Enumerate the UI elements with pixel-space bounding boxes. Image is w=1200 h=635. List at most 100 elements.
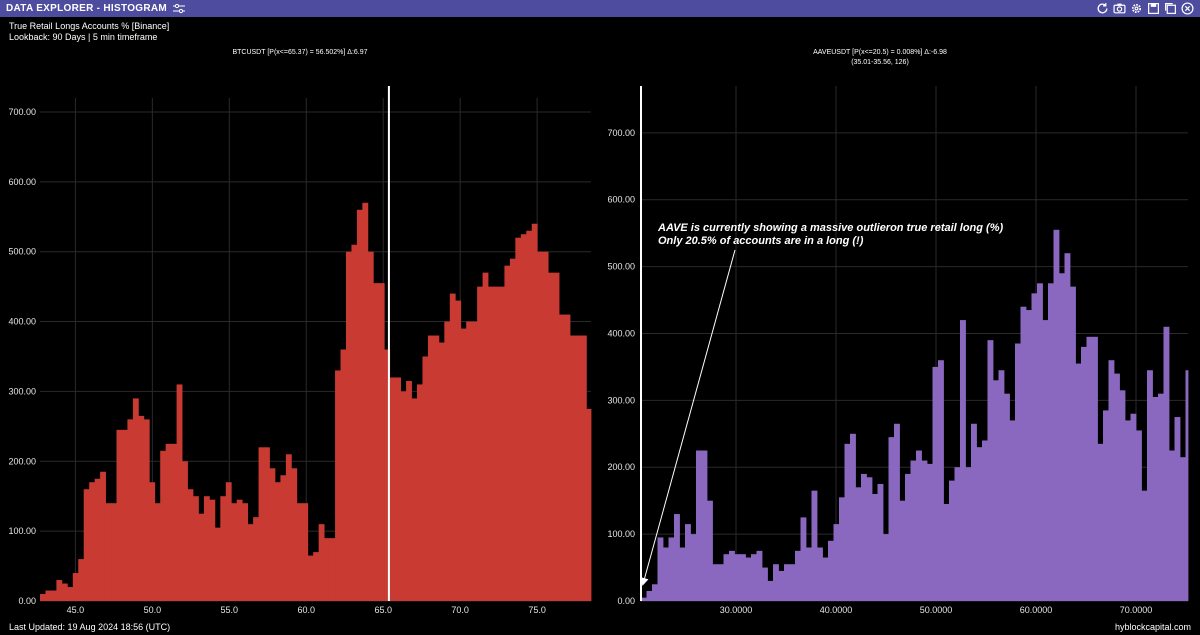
aave-bar	[905, 473, 911, 601]
aave-bar	[1147, 370, 1153, 601]
aave-bar	[1119, 390, 1126, 601]
sliders-icon[interactable]	[173, 3, 186, 14]
btc-bar	[482, 272, 489, 601]
btc-bar	[329, 538, 336, 601]
aave-bar	[817, 547, 823, 601]
btc-bar	[149, 482, 156, 601]
aave-y-tick-label: 500.00	[607, 262, 635, 272]
aave-x-tick-label: 40.0000	[820, 605, 853, 615]
btc-bar	[313, 552, 320, 601]
btc-bar	[307, 555, 314, 601]
aave-bar	[1070, 286, 1076, 601]
aave-bar	[866, 477, 873, 601]
btc-bar	[449, 293, 456, 601]
btc-bar	[356, 209, 363, 601]
btc-bar	[50, 590, 57, 601]
btc-bar	[438, 342, 445, 601]
btc-y-tick-label: 400.00	[8, 317, 36, 327]
btc-bar	[253, 517, 259, 601]
aave-bar	[1169, 450, 1175, 601]
aave-bar	[751, 554, 757, 601]
btc-bar	[209, 499, 216, 601]
btc-y-tick-label: 500.00	[8, 247, 36, 257]
btc-bar	[111, 503, 117, 601]
btc-bar	[258, 447, 265, 601]
btc-y-tick-label: 100.00	[8, 526, 36, 536]
aave-bar	[784, 564, 790, 601]
copy-icon[interactable]	[1164, 2, 1177, 15]
aave-bar	[1103, 410, 1109, 601]
btc-bar	[548, 272, 554, 601]
aave-bar	[701, 450, 708, 601]
aave-bar	[1075, 363, 1082, 601]
aave-bar	[690, 534, 697, 601]
save-icon[interactable]	[1147, 2, 1160, 15]
aave-chart-title: AAVEUSDT [P(x<=20.5) = 0.008%] Δ:-6.98	[813, 49, 947, 56]
btc-bar	[553, 272, 560, 601]
btc-bar	[395, 377, 402, 601]
camera-icon[interactable]	[1113, 2, 1126, 15]
btc-bar	[176, 384, 183, 601]
aave-bar	[641, 597, 647, 601]
gear-icon[interactable]	[1130, 2, 1143, 15]
aave-bar	[899, 500, 906, 601]
brand-link[interactable]: hyblockcapital.com	[1114, 622, 1191, 632]
annotation-line-1: AAVE is currently showing a massive outl…	[658, 222, 1004, 234]
btc-bar	[127, 419, 134, 601]
btc-bar	[575, 335, 582, 601]
btc-bar	[203, 496, 210, 601]
btc-bar	[411, 398, 418, 601]
btc-bar	[324, 538, 330, 601]
btc-bar	[378, 283, 385, 601]
window-toolbar	[1096, 2, 1194, 15]
btc-bar	[367, 251, 374, 601]
btc-bar	[488, 286, 494, 601]
btc-bar	[143, 419, 150, 601]
aave-bar	[910, 460, 917, 601]
aave-bar	[949, 480, 955, 601]
btc-bar	[460, 328, 467, 601]
aave-y-tick-label: 200.00	[607, 462, 635, 472]
btc-bar	[542, 251, 549, 601]
refresh-icon[interactable]	[1096, 2, 1109, 15]
aave-bar	[976, 447, 983, 601]
aave-bar	[1158, 393, 1164, 601]
aave-bar	[965, 467, 972, 601]
aave-bar	[762, 567, 768, 601]
btc-bar	[214, 527, 221, 601]
aave-bar	[674, 514, 680, 601]
btc-bar	[291, 468, 298, 601]
aave-bar	[954, 467, 961, 601]
btc-bar	[564, 314, 571, 601]
aave-bar	[982, 440, 988, 601]
aave-bar	[1048, 283, 1054, 601]
btc-bar	[105, 503, 112, 601]
btc-bar	[455, 300, 462, 601]
aave-bar	[1152, 397, 1159, 601]
aave-bar	[1081, 346, 1087, 601]
window-titlebar: DATA EXPLORER - HISTOGRAM	[0, 0, 1200, 17]
aave-bar	[916, 450, 922, 601]
aave-bar	[729, 550, 735, 601]
aave-bar	[943, 504, 950, 601]
btc-bar	[83, 489, 90, 601]
btc-bar	[373, 283, 380, 601]
aave-bar	[872, 493, 878, 601]
btc-bar	[198, 513, 205, 601]
aave-bar	[861, 473, 867, 601]
aave-bar	[822, 557, 829, 601]
btc-bar	[121, 429, 128, 601]
aave-bar	[1092, 336, 1098, 601]
btc-bar	[67, 587, 74, 601]
btc-bar	[466, 321, 473, 601]
close-icon[interactable]	[1181, 2, 1194, 15]
btc-bar	[580, 335, 587, 601]
btc-bar	[269, 468, 276, 601]
aave-bar	[960, 320, 966, 601]
btc-bar	[498, 286, 505, 601]
btc-bar	[569, 335, 576, 601]
btc-bar	[220, 496, 227, 601]
aave-bar	[800, 517, 807, 601]
btc-bar	[427, 335, 434, 601]
aave-bar	[767, 580, 774, 601]
